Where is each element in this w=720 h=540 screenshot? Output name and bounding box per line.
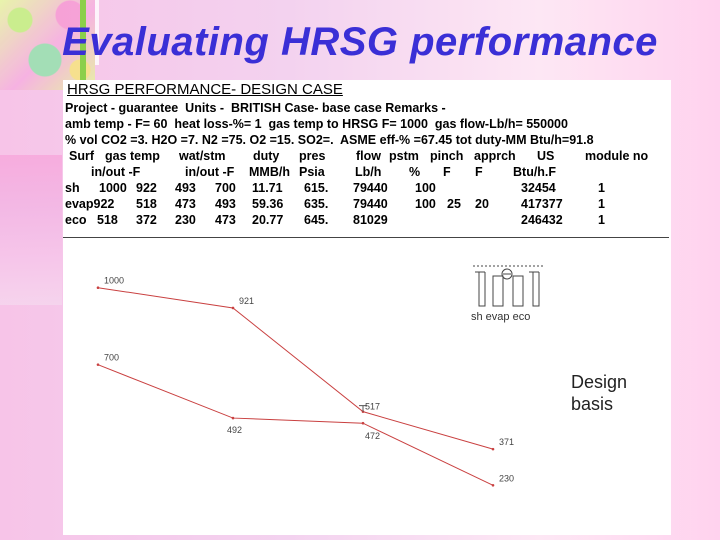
col-header: gas temp <box>105 149 160 163</box>
table-header-row: Surf gas temp wat/stm duty pres flow pst… <box>63 148 671 164</box>
col-header: wat/stm <box>179 149 226 163</box>
temperature-profile-chart: 1000 921 517 371 700 492 472 230 <box>96 265 543 487</box>
point-label: 517 <box>365 402 380 412</box>
table-cell: 1000 <box>99 181 127 195</box>
data-point <box>361 410 365 413</box>
point-label: 472 <box>365 431 380 441</box>
table-cell: 473 <box>175 197 196 211</box>
point-label: 371 <box>499 437 514 447</box>
table-cell: 922 <box>136 181 157 195</box>
col-header: flow <box>356 149 381 163</box>
table-cell: 473 <box>215 213 236 227</box>
table-cell: 32454 <box>521 181 556 195</box>
table-cell: 100 <box>415 181 436 195</box>
table-cell: 615. <box>304 181 329 195</box>
table-cell: 1 <box>598 181 605 195</box>
point-label: 1000 <box>104 276 124 286</box>
data-point <box>361 421 365 425</box>
table-cell: 417377 <box>521 197 563 211</box>
col-subheader: MMB/h <box>249 165 290 179</box>
table-cell: sh <box>65 181 80 195</box>
col-header: pstm <box>389 149 419 163</box>
data-point <box>96 363 100 366</box>
table-cell: 79440 <box>353 197 388 211</box>
col-subheader: Lb/h <box>355 165 382 179</box>
note-line: basis <box>571 394 614 414</box>
col-header: Surf <box>69 149 94 163</box>
decorative-collage <box>0 0 95 90</box>
project-line: Project - guarantee Units - BRITISH Case… <box>65 101 446 115</box>
point-label: 230 <box>499 473 514 483</box>
col-header: pinch <box>430 149 464 163</box>
table-cell: 59.36 <box>252 197 284 211</box>
table-cell: 645. <box>304 213 329 227</box>
col-header: duty <box>253 149 280 163</box>
series-line <box>97 364 494 486</box>
table-cell: 100 <box>415 197 436 211</box>
table-divider <box>63 237 669 238</box>
table-row: eco 518 372 230 473 20.77 645. 81029 246… <box>63 212 671 228</box>
decorative-bar <box>80 0 86 80</box>
table-row: sh 1000 922 493 700 11.71 615. 79440 100… <box>63 180 671 196</box>
chart-labels: 1000 921 517 371 700 492 472 230 <box>104 276 514 484</box>
table-cell: 493 <box>175 181 196 195</box>
ambient-line: amb temp - F= 60 heat loss-%= 1 gas temp… <box>65 117 568 131</box>
table-cell: 372 <box>136 213 157 227</box>
chart-series <box>96 286 495 487</box>
col-subheader: F <box>443 165 451 179</box>
table-cell: 20 <box>475 197 489 211</box>
data-point <box>491 447 495 451</box>
col-subheader: in/out -F <box>185 165 235 179</box>
data-point <box>231 306 235 310</box>
table-cell: 493 <box>215 197 236 211</box>
point-label: 492 <box>227 425 242 435</box>
note-line: Design <box>571 372 628 392</box>
point-label: 700 <box>104 353 119 363</box>
schematic-icon <box>473 265 543 307</box>
table-cell: 25 <box>447 197 461 211</box>
decorative-bar <box>95 0 99 65</box>
table-cell: 20.77 <box>252 213 284 227</box>
table-cell: 11.71 <box>252 181 283 195</box>
table-cell: 635. <box>304 197 329 211</box>
col-header: module no <box>585 149 649 163</box>
slide-title: Evaluating HRSG performance <box>62 20 658 64</box>
table-subheader-row: in/out -F in/out -F MMB/h Psia Lb/h % F … <box>63 164 671 180</box>
col-subheader: Psia <box>299 165 325 179</box>
table-cell: 1 <box>598 213 605 227</box>
col-subheader: Btu/h.F <box>513 165 557 179</box>
table-cell: eco <box>65 213 87 227</box>
point-label: 921 <box>239 296 254 306</box>
table-cell: 246432 <box>521 213 563 227</box>
series-line <box>97 287 494 450</box>
data-point <box>491 484 495 487</box>
table-cell: 518 <box>136 197 157 211</box>
col-header: apprch <box>474 149 516 163</box>
table-cell: 700 <box>215 181 236 195</box>
design-basis-note: Design basis <box>571 371 711 415</box>
gas-composition-line: % vol CO2 =3. H2O =7. N2 =75. O2 =15. SO… <box>65 133 594 147</box>
table-cell: evap922 <box>65 197 115 211</box>
col-header: US <box>537 149 555 163</box>
schematic-label: sh evap eco <box>471 311 531 323</box>
decorative-strip <box>0 155 62 305</box>
table-cell: 518 <box>97 213 118 227</box>
table-cell: 81029 <box>353 213 388 227</box>
col-subheader: F <box>475 165 483 179</box>
col-header: pres <box>299 149 326 163</box>
table-heading: HRSG PERFORMANCE- DESIGN CASE <box>67 81 343 98</box>
data-point <box>231 416 235 420</box>
table-cell: 230 <box>175 213 196 227</box>
hrsg-output-panel: HRSG PERFORMANCE- DESIGN CASE Project - … <box>63 80 671 535</box>
table-row: evap922 518 473 493 59.36 635. 79440 100… <box>63 196 671 212</box>
data-point <box>96 286 100 289</box>
pinch-marker <box>359 405 367 412</box>
performance-table: HRSG PERFORMANCE- DESIGN CASE Project - … <box>63 80 671 240</box>
col-subheader: % <box>409 165 421 179</box>
table-cell: 1 <box>598 197 605 211</box>
table-cell: 79440 <box>353 181 388 195</box>
col-subheader: in/out -F <box>91 165 141 179</box>
